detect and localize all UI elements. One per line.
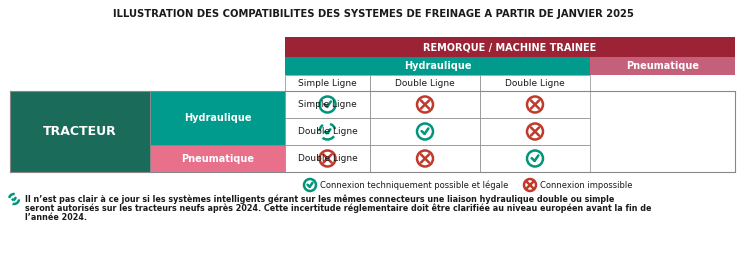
- Bar: [285, 91, 370, 118]
- Bar: [370, 75, 480, 91]
- Text: Double Ligne: Double Ligne: [505, 78, 565, 88]
- Bar: [370, 118, 480, 145]
- Bar: [480, 145, 590, 172]
- Text: l’année 2024.: l’année 2024.: [25, 212, 87, 222]
- Text: Connexion impossible: Connexion impossible: [540, 181, 633, 189]
- Text: Pneumatique: Pneumatique: [181, 153, 254, 163]
- Bar: [285, 91, 370, 118]
- Text: Pneumatique: Pneumatique: [626, 61, 699, 71]
- Bar: [10, 91, 150, 172]
- Bar: [285, 145, 370, 172]
- Text: Connexion techniquement possible et légale: Connexion techniquement possible et léga…: [320, 180, 509, 190]
- Text: Double Ligne: Double Ligne: [395, 78, 455, 88]
- Text: Hydraulique: Hydraulique: [403, 61, 471, 71]
- Bar: [285, 118, 370, 145]
- Text: Simple Ligne: Simple Ligne: [298, 78, 357, 88]
- Bar: [480, 118, 590, 145]
- Text: ILLUSTRATION DES COMPATIBILITES DES SYSTEMES DE FREINAGE A PARTIR DE JANVIER 202: ILLUSTRATION DES COMPATIBILITES DES SYST…: [113, 9, 633, 19]
- Bar: [285, 75, 370, 91]
- Bar: [370, 91, 480, 118]
- Text: Hydraulique: Hydraulique: [184, 113, 251, 123]
- Bar: [285, 37, 735, 57]
- Bar: [150, 145, 285, 172]
- Bar: [480, 91, 590, 118]
- Bar: [285, 57, 590, 75]
- Text: Il n’est pas clair à ce jour si les systèmes intelligents gérant sur les mêmes c: Il n’est pas clair à ce jour si les syst…: [25, 194, 614, 204]
- Text: TRACTEUR: TRACTEUR: [43, 125, 117, 138]
- Text: REMORQUE / MACHINE TRAINEE: REMORQUE / MACHINE TRAINEE: [424, 42, 597, 52]
- Text: Double Ligne: Double Ligne: [297, 127, 357, 136]
- Bar: [370, 145, 480, 172]
- Text: Simple Ligne: Simple Ligne: [298, 100, 357, 109]
- Text: Double Ligne: Double Ligne: [297, 154, 357, 163]
- Bar: [285, 145, 370, 172]
- Bar: [480, 75, 590, 91]
- Bar: [150, 91, 285, 145]
- Text: seront autorisés sur les tracteurs neufs après 2024. Cette incertitude réglement: seront autorisés sur les tracteurs neufs…: [25, 203, 651, 213]
- Bar: [590, 57, 735, 75]
- Bar: [285, 118, 370, 145]
